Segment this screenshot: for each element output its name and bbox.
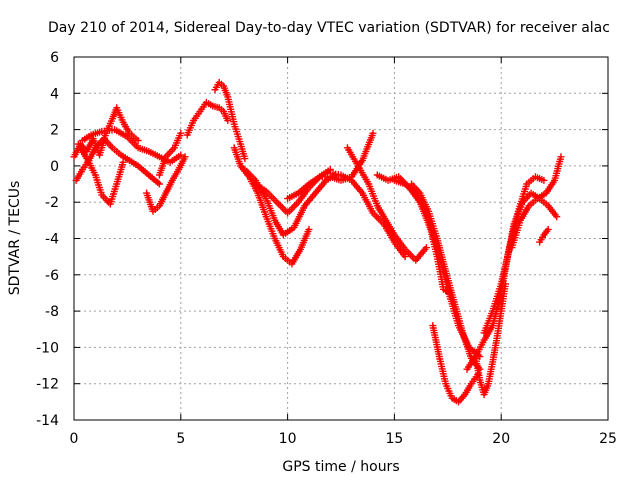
y-tick-label: -6 — [45, 268, 59, 284]
y-tick-label: -8 — [45, 304, 59, 320]
y-axis-label: SDTVAR / TECUs — [7, 181, 23, 296]
series-track — [408, 180, 484, 373]
x-tick-label: 15 — [385, 431, 403, 447]
series-track — [343, 144, 430, 264]
data-point-markers — [155, 129, 185, 179]
series-track — [72, 135, 163, 188]
x-tick-label: 5 — [176, 431, 185, 447]
grid-lines — [74, 57, 608, 420]
data-point-markers — [429, 322, 482, 406]
series-track — [536, 225, 552, 246]
series-track — [241, 166, 339, 239]
data-point-markers — [508, 153, 565, 252]
series-track — [463, 189, 561, 373]
data-point-markers — [211, 78, 249, 163]
data-point-markers — [408, 180, 484, 373]
data-point-markers — [536, 225, 552, 246]
data-point-markers — [463, 189, 561, 373]
series-track — [155, 129, 185, 179]
series-track — [143, 153, 189, 215]
data-point-markers — [241, 166, 339, 239]
y-tick-label: 2 — [50, 123, 59, 139]
series-track — [508, 153, 565, 252]
y-tick-label: -2 — [45, 195, 59, 211]
series-track — [183, 98, 232, 139]
series-track — [74, 140, 127, 208]
data-point-markers — [72, 135, 163, 188]
y-tick-label: 4 — [50, 86, 59, 102]
y-tick-label: -4 — [45, 232, 59, 248]
axis-ticks — [73, 56, 609, 421]
data-point-markers — [183, 98, 232, 139]
data-point-markers — [343, 144, 430, 264]
x-tick-labels: 0 5 10 15 20 25 — [70, 431, 617, 447]
y-tick-label: 0 — [50, 159, 59, 175]
y-tick-labels: -14 -12 -10 -8 -6 -4 -2 0 2 4 6 — [36, 50, 59, 429]
data-point-markers — [74, 140, 127, 208]
series-track — [326, 169, 409, 261]
series-track — [79, 126, 185, 166]
series-track — [429, 322, 482, 406]
data-point-markers — [143, 153, 189, 215]
x-tick-label: 25 — [599, 431, 617, 447]
data-points — [70, 78, 565, 406]
chart-title: Day 210 of 2014, Sidereal Day-to-day VTE… — [48, 20, 610, 36]
y-tick-label: -12 — [36, 377, 59, 393]
y-tick-label: -10 — [36, 340, 59, 356]
data-point-markers — [79, 126, 185, 166]
y-tick-label: -14 — [36, 413, 59, 429]
x-tick-label: 0 — [70, 431, 79, 447]
x-axis-label: GPS time / hours — [282, 459, 399, 475]
series-track — [211, 78, 249, 163]
x-tick-label: 20 — [492, 431, 510, 447]
x-tick-label: 10 — [279, 431, 297, 447]
data-point-markers — [326, 169, 409, 261]
y-tick-label: 6 — [50, 50, 59, 66]
